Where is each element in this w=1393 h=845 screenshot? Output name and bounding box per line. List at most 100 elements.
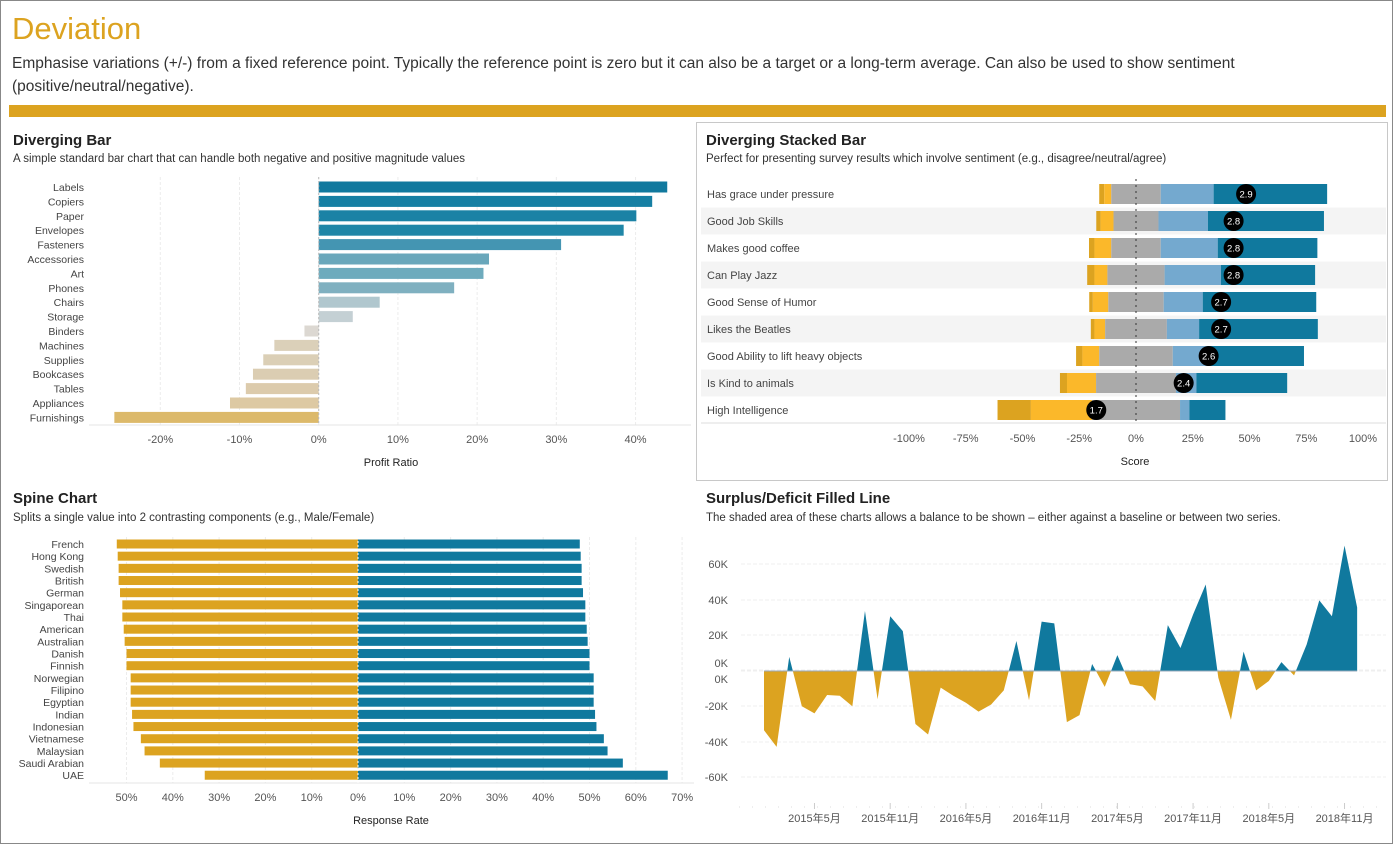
x-tick-label: 10% [387,434,409,446]
category-label: Envelopes [35,225,84,237]
category-label: Storage [47,312,84,324]
spine-chart-title: Spine Chart [13,490,98,507]
x-tick-label: 2017年11月 [1164,811,1222,825]
diverging-stacked-bar-title: Diverging Stacked Bar [706,132,867,149]
left-bar [130,697,358,707]
x-tick-label: 40% [162,792,184,804]
category-label: Labels [53,182,84,194]
spine-chart-subtitle: Splits a single value into 2 contrasting… [13,512,375,524]
category-label: Indonesian [33,722,85,734]
x-axis-title: Profit Ratio [364,457,418,469]
category-label: Paper [56,211,85,223]
diverging-stacked-bar-subtitle: Perfect for presenting survey results wh… [706,153,1167,165]
left-bar [126,649,358,659]
x-tick-label: 20% [254,792,276,804]
bar-chairs [318,296,380,308]
x-tick-label: 2018年5月 [1243,811,1296,825]
bar-machines [274,339,319,351]
category-label: Furnishings [30,412,84,424]
left-bar [124,636,358,646]
left-bar [117,551,358,561]
right-bar [358,636,588,646]
left-bar [204,770,358,780]
x-tick-label: 2018年11月 [1316,811,1374,825]
x-tick-label: 0% [350,792,366,804]
left-bar [118,576,358,586]
left-bar [126,661,358,671]
x-tick-label: -10% [227,434,253,446]
right-bar [358,649,590,659]
right-bar [358,758,623,768]
right-bar [358,612,586,622]
x-tick-label: 70% [671,792,693,804]
bar-phones [318,282,455,294]
category-label: Binders [48,326,84,338]
bar-art [318,267,484,279]
left-bar [130,673,358,683]
y-tick-label: -40K [705,737,729,749]
category-label: British [55,576,84,588]
category-label: Appliances [33,398,84,410]
category-label: Phones [48,283,84,295]
bar-accessories [318,253,490,265]
right-bar [358,685,594,695]
category-label: French [51,539,84,551]
category-label: Copiers [48,196,84,208]
x-tick-label: 30% [545,434,567,446]
y-tick-label: 40K [708,595,728,607]
y-tick-label: 0K [715,658,729,670]
x-tick-label: 2015年5月 [788,811,841,825]
left-bar [159,758,358,768]
bar-furnishings [114,411,319,423]
category-label: German [46,588,84,600]
bar-paper [318,210,637,222]
category-label: Finnish [50,661,84,673]
y-tick-label: -60K [705,772,729,784]
bar-labels [318,181,668,193]
deficit-area [764,671,1358,747]
right-bar [358,722,597,732]
bar-fasteners [318,239,562,251]
page-title: Deviation [12,11,142,46]
category-label: Fasteners [37,240,84,252]
category-label: Chairs [54,297,84,309]
y-tick-label: -20K [705,701,729,713]
selected-panel-border [696,122,1388,481]
category-label: Tables [54,384,84,396]
right-bar [358,734,604,744]
bar-envelopes [318,224,624,236]
left-bar [123,624,358,634]
surplus-deficit-title: Surplus/Deficit Filled Line [706,490,891,507]
x-tick-label: -20% [147,434,173,446]
x-tick-label: 40% [532,792,554,804]
x-tick-label: 20% [440,792,462,804]
x-tick-label: 30% [486,792,508,804]
page-description: Emphasise variations (+/-) from a fixed … [12,55,1235,95]
category-label: Supplies [44,355,84,367]
category-label: Accessories [27,254,84,266]
x-tick-label: 2017年5月 [1091,811,1144,825]
category-label: Australian [37,636,84,648]
surplus-area [764,545,1358,671]
bar-appliances [229,397,319,409]
accent-divider [9,105,1386,117]
category-label: Bookcases [33,369,84,381]
x-tick-label: 60% [625,792,647,804]
bar-storage [318,311,353,323]
category-label: Thai [64,612,84,624]
x-tick-label: 50% [578,792,600,804]
left-bar [122,600,358,610]
category-label: Filipino [51,685,84,697]
category-label: Norwegian [34,673,84,685]
right-bar [358,709,596,719]
x-tick-label: 10% [301,792,323,804]
right-bar [358,624,587,634]
category-label: Machines [39,340,84,352]
right-bar [358,563,582,573]
category-label: Malaysian [37,746,84,758]
category-label: Saudi Arabian [19,758,85,770]
x-tick-label: 30% [208,792,230,804]
left-bar [122,612,358,622]
right-bar [358,539,580,549]
category-label: Egyptian [43,697,84,709]
